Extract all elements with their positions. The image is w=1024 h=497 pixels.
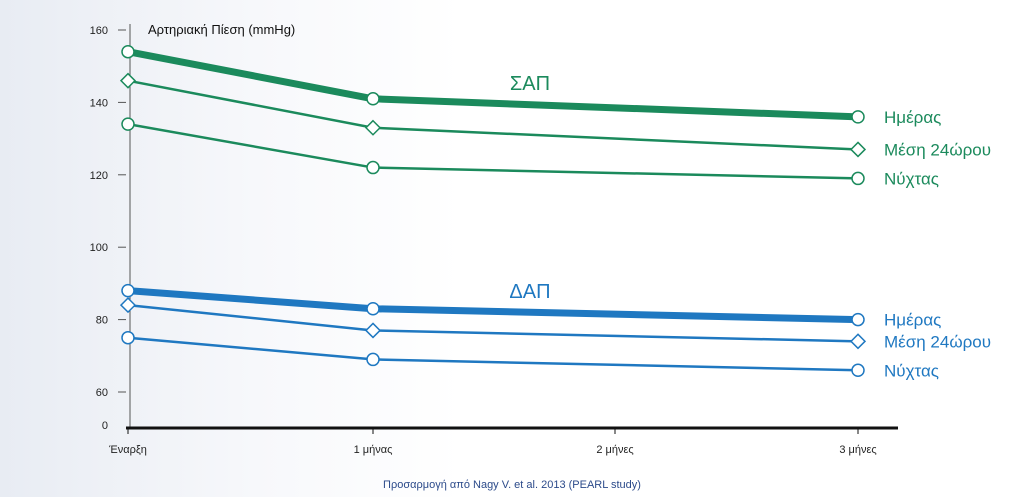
y-tick-label: 140 [90, 97, 108, 109]
axes: 0 60 80 100 120 140 160 Έναρξη 1 μήνας 2 μήνες 3 μ… [90, 24, 898, 456]
data-point-circle [851, 363, 865, 378]
series-line [124, 48, 862, 121]
data-point-circle [851, 171, 865, 186]
data-point-circle [366, 352, 380, 367]
data-point-diamond [119, 72, 137, 89]
series-label: Μέση 24ώρου [884, 332, 991, 351]
source-note: Προσαρμογή από Nagy V. et al. 2013 (PEAR… [383, 479, 641, 491]
data-point-circle [366, 92, 380, 106]
series-label: Νύχτας [884, 361, 939, 380]
y-tick-label: 0 [102, 420, 108, 432]
data-point-circle [121, 117, 135, 131]
y-axis-label: Αρτηριακή Πίεση (mmHg) [148, 22, 295, 37]
group-label: ΣΑΠ [510, 73, 550, 95]
data-point-diamond [849, 333, 867, 350]
data-point-circle [121, 330, 135, 345]
series-label: Νύχτας [884, 169, 939, 188]
data-point-circle [851, 110, 865, 124]
data-point-circle [851, 312, 865, 327]
x-tick-label: 1 μήνας [354, 444, 393, 456]
x-tick-label: Έναρξη [108, 444, 147, 456]
series-label: Μέση 24ώρου [884, 140, 991, 159]
plot-area [119, 44, 867, 378]
data-point-circle [121, 44, 135, 59]
y-tick-label: 120 [90, 170, 108, 182]
x-tick-label: 2 μήνες [596, 444, 633, 456]
group-label: ΔΑΠ [509, 281, 550, 303]
data-point-diamond [849, 141, 867, 158]
y-tick-label: 60 [96, 387, 108, 399]
x-tick-label: 3 μήνες [839, 444, 876, 456]
labels-layer: ΣΑΠ Ημέρας Μέση 24ώρου Νύχτας ΔΑΠ Ημέρας Μέση … [509, 73, 991, 380]
data-point-diamond [364, 322, 382, 339]
series-label: Ημέρας [884, 311, 941, 330]
data-point-diamond [364, 119, 382, 136]
data-point-circle [366, 301, 380, 316]
y-tick-label: 160 [90, 25, 108, 37]
y-tick-label: 80 [96, 315, 108, 327]
series-label: Ημέρας [884, 108, 941, 127]
series-line [126, 336, 860, 372]
data-point-circle [366, 160, 380, 175]
y-tick-label: 100 [90, 242, 108, 254]
data-point-diamond [119, 297, 137, 314]
data-point-circle [121, 283, 135, 298]
